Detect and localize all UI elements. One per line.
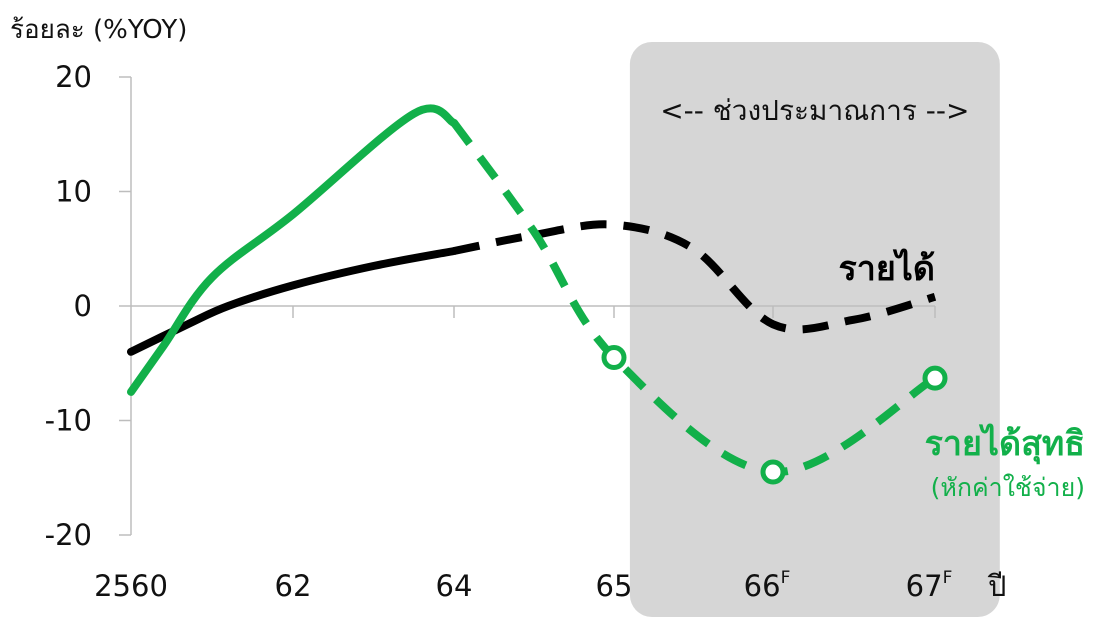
x-tick-label: 64 — [436, 569, 473, 603]
y-tick-label: -10 — [45, 404, 92, 438]
series-line-forecast-0 — [453, 220, 937, 334]
series-line-actual-1 — [127, 104, 458, 396]
series-label-net-revenue: รายได้สุทธิ — [925, 423, 1085, 465]
labels-layer: ร้อยละ (%YOY) ปี รายได้รายได้สุทธิ (หักค่าใ… — [10, 15, 1085, 603]
y-tick-label: 0 — [74, 289, 92, 323]
series-label-revenue: รายได้ — [839, 248, 935, 289]
series-point-1 — [922, 365, 948, 391]
y-tick-label: 10 — [55, 175, 92, 209]
x-tick-superscript: F — [943, 568, 953, 588]
x-tick-label: 65 — [596, 569, 633, 603]
series-point-1 — [760, 459, 786, 485]
series-sublabel-net-revenue: (หักค่าใช้จ่าย) — [931, 473, 1085, 502]
forecast-region-label: <-- ช่วงประมาณการ --> — [660, 94, 969, 127]
y-tick-label: 20 — [55, 60, 92, 94]
x-tick-label: 2560 — [94, 569, 168, 603]
series-line-actual-0 — [127, 247, 458, 356]
x-axis-title: ปี — [988, 569, 1007, 603]
y-axis-title: ร้อยละ (%YOY) — [10, 15, 187, 45]
series-line-forecast-1 — [450, 120, 938, 477]
x-tick-superscript: F — [781, 568, 791, 588]
series-point-1 — [601, 345, 627, 371]
series-layer — [127, 104, 948, 485]
x-tick-label: 62 — [275, 569, 312, 603]
y-tick-label: -20 — [45, 518, 92, 552]
